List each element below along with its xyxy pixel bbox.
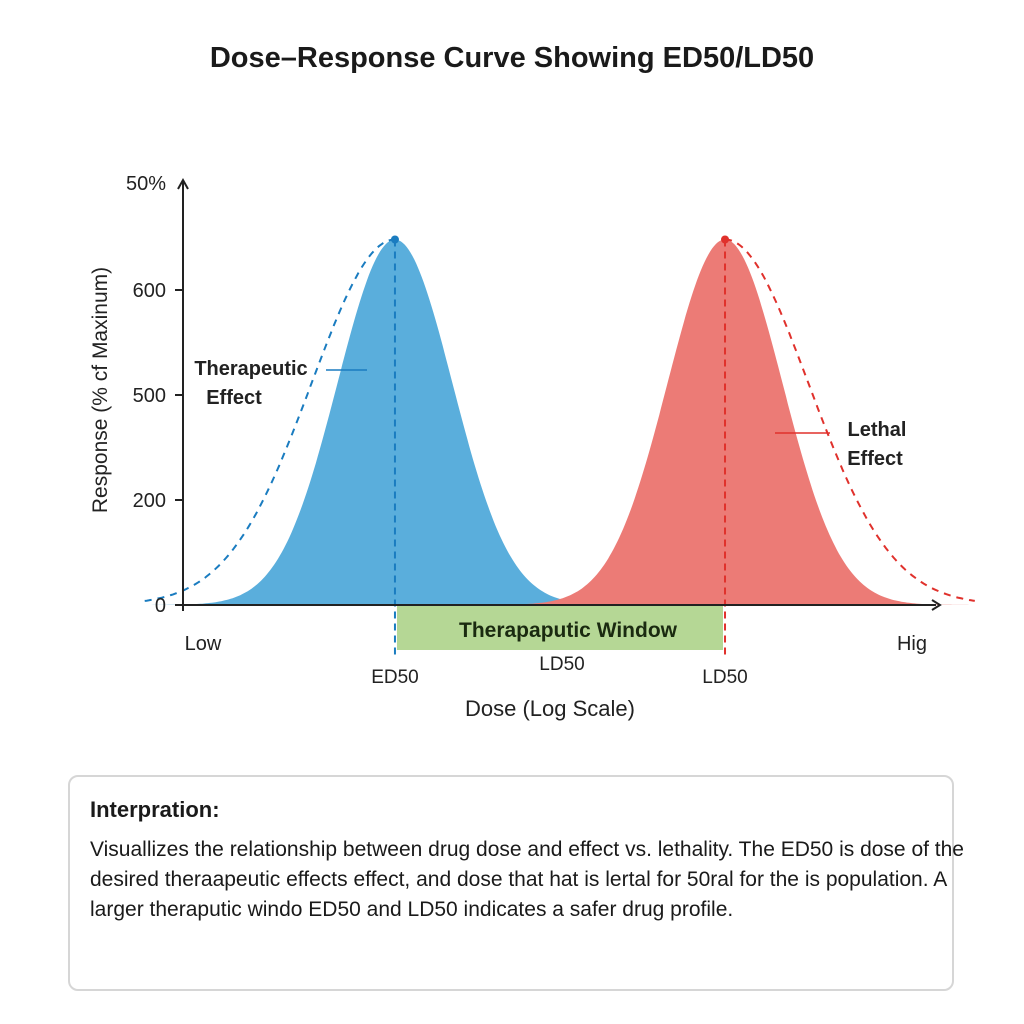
x-axis-title: Dose (Log Scale) [465,696,635,721]
y-tick-label: 600 [133,280,166,302]
y-tick-label: 0 [155,595,166,617]
chart: ED50 LD50 0 200 500 600 50% Low Hig LD50 Therapapu… [89,173,984,721]
therapeutic-window-band [396,605,724,650]
y-tick-label: 500 [133,385,166,407]
interpretation-heading: Interpration: [90,797,220,822]
therapeutic-dashed-curve [144,238,395,602]
therapeutic-window-label: Therapaputic Window [459,619,678,642]
y-tick-label: 50% [126,173,166,195]
ed50-label: ED50 [371,667,419,688]
lethal-effect-label: Effect [847,448,903,470]
y-axis-title: Response (% cf Maxinum) [89,267,112,513]
lethal-effect-label: Lethal [848,419,907,441]
interpretation-text: Visuallizes the relationship between dru… [90,838,964,921]
interpretation-box: Interpration: Visuallizes the relationsh… [68,775,964,991]
ed50-peak-point [390,235,399,244]
x-tick-label-high: Hig [897,633,927,655]
x-axis-arrow-icon [931,599,942,611]
window-mid-label: LD50 [539,654,584,675]
y-axis-arrow-icon [177,177,189,190]
y-tick-label: 200 [133,490,166,512]
ld50-label: LD50 [702,667,747,688]
ld50-peak-point [721,235,730,244]
therapeutic-effect-label: Effect [206,387,262,409]
therapeutic-effect-label: Therapeutic [194,358,307,380]
lethal-dashed-curve [724,238,975,602]
chart-title: Dose–Response Curve Showing ED50/LD50 [209,42,815,74]
x-tick-label-low: Low [185,633,222,655]
